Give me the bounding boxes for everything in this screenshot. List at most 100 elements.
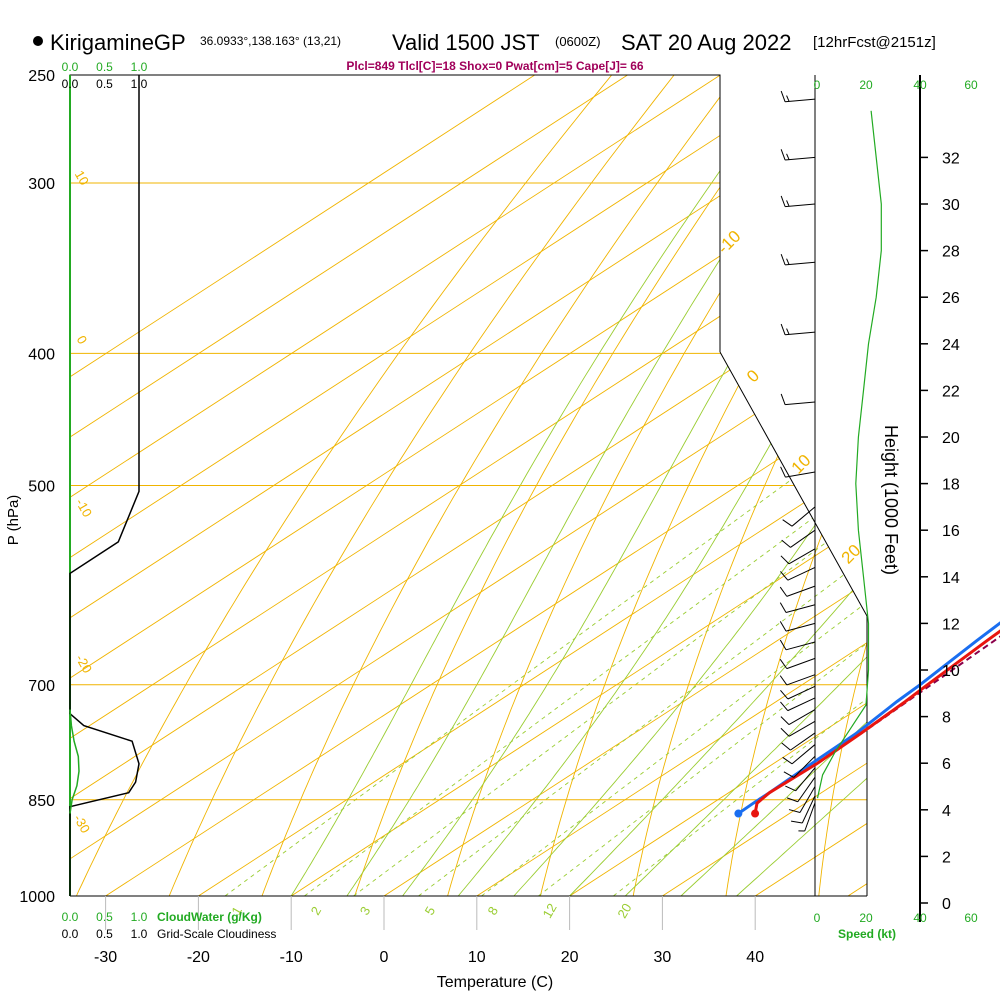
- cloudiness-label: Grid-Scale Cloudiness: [157, 927, 276, 941]
- wind-barb-half-flag: [786, 153, 790, 160]
- y-axis-label: P (hPa): [5, 495, 22, 546]
- mixing-ratio-line: [224, 352, 867, 896]
- isotherm-line: [383, 75, 867, 896]
- cloudwater-tick-bottom: 0.0: [62, 910, 79, 924]
- height-tick-label: 12: [942, 616, 960, 633]
- wind-barb-flag: [779, 586, 788, 597]
- dry-adiabat-line: [168, 75, 675, 896]
- wind-barb-flag: [780, 555, 790, 565]
- wind-barb-staff: [790, 529, 816, 548]
- sounding-profiles: [734, 621, 1000, 818]
- wind-barb-staff: [787, 567, 816, 581]
- speed-tick-top: 20: [859, 78, 873, 92]
- wind-barb-half-flag: [786, 200, 790, 207]
- dry-adiabat-label: -10: [714, 227, 745, 258]
- wind-barb-flag: [782, 519, 793, 527]
- temperature-tick-label: 40: [746, 949, 764, 966]
- mixing-ratio-label: 8: [484, 904, 501, 918]
- cloud-water-line: [69, 709, 80, 814]
- speed-tick-bottom: 20: [859, 911, 873, 925]
- header-valid-time: Valid 1500 JST: [392, 30, 540, 55]
- wind-barb-flag: [780, 571, 789, 581]
- header-forecast: [12hrFcst@2151z]: [813, 34, 936, 51]
- height-tick-label: 18: [942, 477, 960, 494]
- cloudwater-tick-bottom: 1.0: [131, 910, 148, 924]
- temperature-tick-label: 20: [561, 949, 579, 966]
- cloudiness-tick-top: 0.5: [96, 77, 113, 91]
- height-tick-label: 20: [942, 430, 960, 447]
- wind-barb-staff: [790, 732, 816, 751]
- wind-barb-flag: [790, 820, 803, 824]
- wind-barb-flag: [779, 602, 787, 613]
- cloudiness-tick-top: 1.0: [131, 77, 148, 91]
- wind-barb-staff: [785, 471, 816, 478]
- header-station: KirigamineGP: [50, 30, 186, 55]
- wind-barb-flag: [785, 785, 796, 792]
- dry-adiabat-line: [354, 75, 800, 896]
- cloudwater-tick-top: 0.0: [62, 60, 79, 74]
- height-tick-label: 2: [942, 849, 951, 866]
- wind-barb-flag: [780, 716, 790, 725]
- wind-barb-flag: [780, 689, 789, 700]
- dry-adiabat-label: 10: [788, 451, 815, 478]
- wind-barb-staff: [788, 548, 816, 565]
- wind-barb-flag: [779, 659, 788, 669]
- wind-speed-line: [816, 110, 882, 799]
- wind-barb-flag: [780, 701, 789, 711]
- speed-tick-top: 0: [814, 78, 821, 92]
- dry-adiabat-label: 0: [743, 366, 763, 386]
- x-axis-label: Temperature (C): [437, 974, 553, 991]
- wind-barb-flag: [780, 323, 786, 335]
- height-tick-label: 24: [942, 337, 960, 354]
- height-tick-label: 22: [942, 383, 960, 400]
- isotherm-line: [847, 75, 867, 896]
- pressure-tick-label: 850: [28, 793, 55, 810]
- pressure-tick-label: 250: [28, 68, 55, 85]
- cloudiness-tick-bottom: 1.0: [131, 927, 148, 941]
- temperature-tick-label: 30: [654, 949, 672, 966]
- header-bullet-icon: [33, 36, 43, 46]
- surface-dewpoint-dot: [734, 809, 743, 818]
- moist-adiabat-line: [346, 75, 845, 896]
- height-tick-label: 6: [942, 756, 951, 773]
- speed-tick-bottom: 60: [964, 911, 978, 925]
- wind-barb-flag: [780, 727, 790, 737]
- cloudwater-label: CloudWater (g/Kg): [157, 910, 262, 924]
- wind-barb-staff: [797, 776, 816, 803]
- wind-barb-staff: [785, 261, 816, 266]
- temperature-tick-label: -30: [94, 949, 117, 966]
- speed-tick-top: 40: [913, 78, 927, 92]
- wind-barb-flag: [788, 809, 801, 813]
- dewpoint-line: [737, 621, 1000, 815]
- height-tick-label: 10: [942, 663, 960, 680]
- mixing-ratio-line: [538, 352, 867, 896]
- wind-barb-flag: [783, 771, 795, 778]
- wind-barb-flag: [786, 797, 798, 803]
- speed-tick-top: 60: [964, 78, 978, 92]
- speed-tick-bottom: 40: [913, 911, 927, 925]
- wind-barb-half-flag: [786, 328, 790, 335]
- height-tick-label: 16: [942, 523, 960, 540]
- moist-adiabat-line: [680, 75, 867, 896]
- wind-barb-half-flag: [786, 258, 790, 265]
- pressure-tick-label: 300: [28, 176, 55, 193]
- cloudiness-line: [69, 75, 140, 896]
- pressure-tick-label: 400: [28, 346, 55, 363]
- cloudiness-tick-bottom: 0.5: [96, 927, 113, 941]
- moist-adiabat-line: [624, 75, 867, 896]
- wind-barb-staff: [799, 786, 816, 813]
- isotherm-label: -20: [73, 652, 95, 676]
- temperature-tick-label: 0: [380, 949, 389, 966]
- isotherm-label: -30: [71, 812, 93, 836]
- wind-barb-flag: [779, 675, 788, 686]
- mixing-ratio-label: 2: [308, 904, 325, 918]
- dry-adiabat-line: [261, 75, 737, 896]
- temperature-tick-label: 10: [468, 949, 486, 966]
- wind-barb-staff: [785, 98, 816, 103]
- wind-barb-flag: [780, 466, 786, 478]
- wind-barb-staff: [787, 685, 816, 700]
- isotherm-line: [70, 75, 628, 896]
- wind-barb-staff: [793, 755, 816, 778]
- wind-barb-staff: [801, 795, 816, 824]
